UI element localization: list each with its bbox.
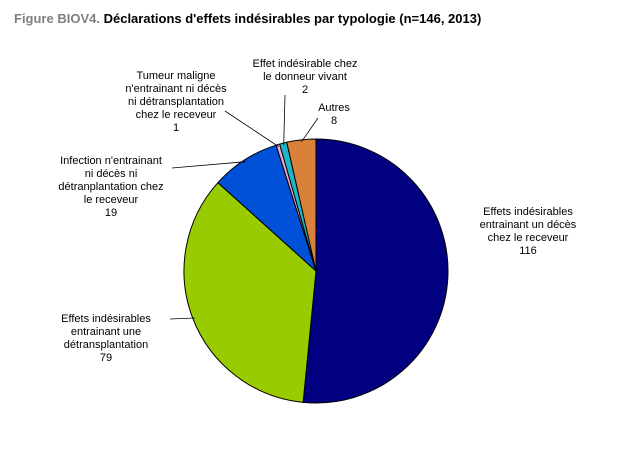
slice-label-line: le donneur vivant xyxy=(263,71,347,83)
slice-label-line: Autres xyxy=(318,102,350,114)
slice-label: Autres 8 xyxy=(318,102,350,127)
slice-detransplantation xyxy=(183,181,317,403)
slice-label-line: le receveur xyxy=(84,194,139,206)
leader-line xyxy=(301,117,319,143)
slice-deces xyxy=(302,138,449,404)
slice-value: 79 xyxy=(100,352,112,364)
slice-value: 116 xyxy=(519,245,537,257)
slice-label-line: entrainant un décès xyxy=(480,219,577,231)
slice-label: Effets indésirables entrainant un décès ch… xyxy=(480,206,577,257)
chart-title-text: Déclarations d'effets indésirables par t… xyxy=(103,11,482,26)
slice-label-line: détransplantation xyxy=(64,339,148,351)
slice-label: Effet indésirable chez le donneur vivant 2 xyxy=(253,58,358,96)
leader-lines xyxy=(169,94,319,320)
slice-value: 19 xyxy=(105,207,117,219)
slice-label-line: chez le receveur xyxy=(136,109,217,121)
slice-label-line: Effets indésirables xyxy=(61,313,151,325)
slice-label-line: Effets indésirables xyxy=(483,206,573,218)
leader-line xyxy=(224,110,279,147)
slice-label-line: ni décès ni xyxy=(85,168,138,180)
slice-label-line: détranplantation chez xyxy=(58,181,163,193)
slice-value: 2 xyxy=(302,84,308,96)
slice-label: Effets indésirables entrainant une détrans… xyxy=(61,313,151,364)
slice-label-line: chez le receveur xyxy=(488,232,569,244)
slice-label-line: ni détransplantation xyxy=(128,96,224,108)
slice-value: 1 xyxy=(173,122,179,134)
slice-label-line: n'entrainant ni décès xyxy=(125,83,227,95)
slice-label-line: Infection n'entrainant xyxy=(60,155,162,167)
leader-line xyxy=(283,94,286,146)
chart-title: Figure BIOV4. Déclarations d'effets indé… xyxy=(14,11,481,26)
slice-label: Infection n'entrainant ni décès ni détranp… xyxy=(58,155,163,219)
slice-label-line: Tumeur maligne xyxy=(136,70,215,82)
leader-line xyxy=(171,161,246,169)
slice-label-line: Effet indésirable chez xyxy=(253,58,358,70)
slice-labels: Effets indésirables entrainant un décès ch… xyxy=(58,58,576,364)
leader-line xyxy=(169,317,195,320)
pie-slices xyxy=(183,138,449,404)
slice-value: 8 xyxy=(331,115,337,127)
figure-number: Figure BIOV4. xyxy=(14,11,100,26)
slice-label-line: entrainant une xyxy=(71,326,141,338)
slice-label: Tumeur maligne n'entrainant ni décès ni dé… xyxy=(125,70,227,134)
slice-autres xyxy=(286,138,317,272)
